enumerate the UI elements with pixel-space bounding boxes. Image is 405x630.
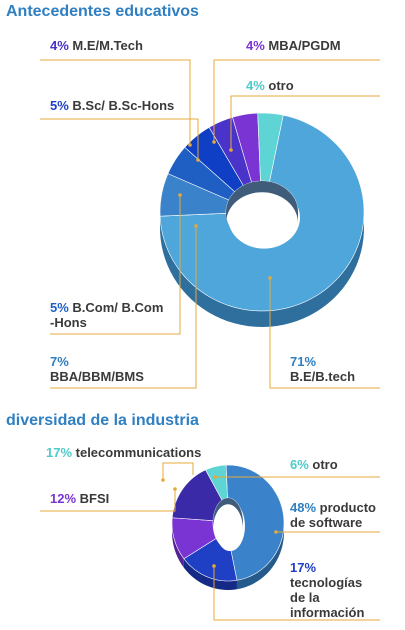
- industry-donut-chart: [172, 465, 284, 590]
- data-label-line: de software: [290, 515, 362, 530]
- leader-dot: [173, 487, 177, 491]
- percent-value: 5%: [50, 300, 72, 315]
- percent-value: 7%: [50, 354, 69, 369]
- label-bfsi: 12% BFSI: [40, 487, 177, 511]
- leader-dot: [194, 224, 198, 228]
- percent-value: 4%: [246, 78, 268, 93]
- percent-value: 17%: [290, 560, 316, 575]
- leader-dot: [229, 148, 233, 152]
- leader-line: [163, 463, 193, 480]
- data-label: 4% M.E/M.Tech: [50, 38, 143, 53]
- percent-value: 48%: [290, 500, 320, 515]
- leader-line: [40, 119, 198, 160]
- data-label-line: información: [290, 605, 364, 620]
- leader-dot: [178, 193, 182, 197]
- data-label-line: BBA/BBM/BMS: [50, 369, 144, 384]
- data-label: 5% B.Sc/ B.Sc-Hons: [50, 98, 174, 113]
- leader-dot: [196, 158, 200, 162]
- percent-value: 5%: [50, 98, 72, 113]
- leader-dot: [161, 478, 165, 482]
- data-label: 4% otro: [246, 78, 294, 93]
- label-b-sc-b-sc-hons: 5% B.Sc/ B.Sc-Hons: [40, 98, 200, 162]
- donut-hole-floor: [229, 199, 295, 242]
- percent-value: 4%: [246, 38, 268, 53]
- data-label: 5% B.Com/ B.Com: [50, 300, 163, 315]
- data-label: 48% producto: [290, 500, 376, 515]
- donut-hole-floor: [214, 510, 242, 545]
- percent-value: 71%: [290, 354, 316, 369]
- leader-dot: [274, 530, 278, 534]
- data-label: 6% otro: [290, 457, 338, 472]
- label-telecommunications: 17% telecommunications: [46, 445, 201, 482]
- chart-title-industry: diversidad de la industria: [6, 412, 199, 429]
- percent-value: 6%: [290, 457, 312, 472]
- leader-dot: [212, 564, 216, 568]
- data-label-line: -Hons: [50, 315, 87, 330]
- percent-value: 4%: [50, 38, 72, 53]
- data-label-line: B.E/B.tech: [290, 369, 355, 384]
- percent-value: 17%: [46, 445, 76, 460]
- leader-dot: [212, 140, 216, 144]
- data-label-line: tecnologías: [290, 575, 362, 590]
- leader-dot: [268, 276, 272, 280]
- leader-dot: [213, 475, 217, 479]
- leader-dot: [188, 143, 192, 147]
- percent-value: 12%: [50, 491, 80, 506]
- data-label: 4% MBA/PGDM: [246, 38, 341, 53]
- chart-title-education: Antecedentes educativos: [6, 3, 199, 20]
- data-label-line: de la: [290, 590, 320, 605]
- label-m-e-m-tech: 4% M.E/M.Tech: [40, 38, 192, 147]
- data-label: 17% telecommunications: [46, 445, 201, 460]
- data-label: 12% BFSI: [50, 491, 109, 506]
